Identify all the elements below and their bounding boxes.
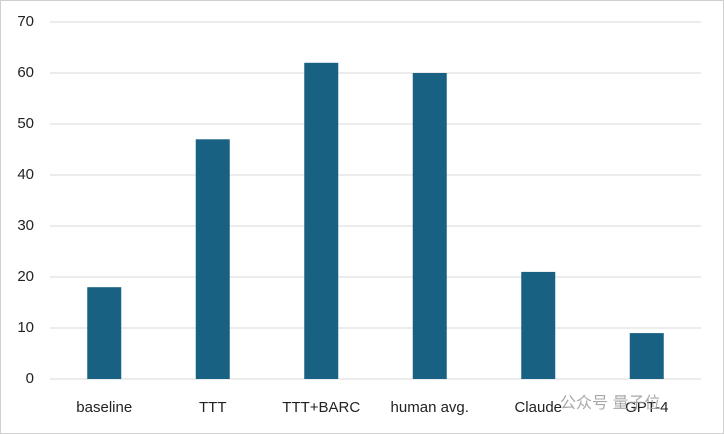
y-tick-label: 60 [17,64,34,81]
x-tick-label: GPT-4 [625,399,668,416]
y-tick-label: 10 [17,319,34,336]
bar [521,271,556,379]
x-tick-label: Claude [514,399,562,416]
x-tick-label: baseline [76,399,132,416]
y-tick-label: 70 [17,13,34,30]
y-tick-label: 30 [17,217,34,234]
x-tick-label: human avg. [391,399,469,416]
bar [195,139,230,379]
bar [412,73,447,379]
bar [87,287,122,379]
watermark: 公众号 量子位 [560,394,660,412]
y-tick-label: 0 [26,370,34,387]
x-tick-label: TTT+BARC [282,399,360,416]
bar [629,333,664,379]
y-tick-label: 40 [17,166,34,183]
bar [304,62,339,380]
y-tick-label: 20 [17,268,34,285]
y-tick-label: 50 [17,115,34,132]
x-tick-label: TTT [199,399,227,416]
